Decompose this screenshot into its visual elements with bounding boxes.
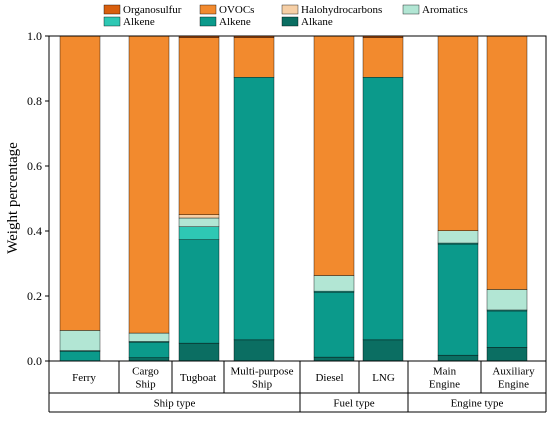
y-tick-label-5: 1.0 bbox=[27, 29, 42, 43]
legend-label-5: Alkene bbox=[219, 16, 251, 28]
legend-label-3: Aromatics bbox=[422, 4, 468, 16]
bar-segment-4-3 bbox=[313, 275, 355, 292]
bars-layer bbox=[59, 35, 528, 362]
bar-segment-6-0 bbox=[437, 354, 479, 362]
legend-label-6: Alkane bbox=[301, 16, 333, 28]
legend-swatch-3 bbox=[402, 4, 420, 15]
bar-segment-1-5 bbox=[128, 35, 170, 334]
bar-segment-2-4 bbox=[178, 214, 220, 219]
bar-segment-7-5 bbox=[486, 35, 528, 290]
bar-segment-2-5 bbox=[178, 37, 220, 215]
category-label-5: LNG bbox=[372, 372, 395, 384]
bar-segment-2-2 bbox=[178, 226, 220, 240]
bar-segment-2-0 bbox=[178, 342, 220, 362]
bar-segment-3-5 bbox=[233, 37, 275, 78]
plot-frame bbox=[48, 35, 547, 362]
category-label-2: Tugboat bbox=[180, 372, 216, 384]
category-label-3: Multi-purpose Ship bbox=[231, 366, 294, 391]
bar-segment-5-1 bbox=[362, 77, 404, 341]
bar-segment-7-3 bbox=[486, 289, 528, 311]
bar-segment-0-1 bbox=[59, 351, 101, 362]
y-tick-label-0: 0.0 bbox=[27, 354, 42, 368]
bar-segment-1-1 bbox=[128, 341, 170, 358]
bar-segment-6-3 bbox=[437, 230, 479, 244]
legend-swatch-1 bbox=[199, 4, 217, 15]
bar-segment-7-0 bbox=[486, 347, 528, 362]
legend: Organosulfur OVOCs Halohydrocarbons Aromati… bbox=[103, 4, 468, 28]
group-label-0: Ship type bbox=[154, 398, 196, 410]
bar-segment-4-5 bbox=[313, 35, 355, 276]
legend-swatch-5 bbox=[199, 16, 217, 27]
bar-segment-5-5 bbox=[362, 37, 404, 78]
legend-label-2: Halohydrocarbons bbox=[301, 4, 382, 16]
group-label-1: Fuel type bbox=[333, 398, 374, 410]
y-tick-label-1: 0.2 bbox=[27, 289, 42, 303]
y-tick-label-4: 0.8 bbox=[27, 94, 42, 108]
bar-segment-7-1 bbox=[486, 310, 528, 348]
bar-segment-2-3 bbox=[178, 217, 220, 227]
bar-segment-1-3 bbox=[128, 332, 170, 342]
bar-segment-4-1 bbox=[313, 291, 355, 358]
category-label-1: Cargo Ship bbox=[132, 366, 159, 391]
bar-segment-0-3 bbox=[59, 330, 101, 351]
legend-label-4: Alkene bbox=[123, 16, 155, 28]
bar-segment-3-0 bbox=[233, 339, 275, 362]
labels-layer: 0.0 0.2 0.4 0.6 0.8 1.0 Ferry Cargo Ship Tugboat M… bbox=[27, 29, 535, 410]
bar-segment-3-1 bbox=[233, 77, 275, 341]
legend-swatch-2 bbox=[281, 4, 299, 15]
legend-label-1: OVOCs bbox=[219, 4, 254, 16]
legend-swatch-0 bbox=[103, 4, 121, 15]
bar-segment-6-1 bbox=[437, 243, 479, 356]
axes-layer bbox=[45, 35, 547, 413]
group-label-2: Engine type bbox=[451, 398, 504, 410]
bar-segment-4-0 bbox=[313, 356, 355, 362]
category-label-0: Ferry bbox=[72, 372, 96, 384]
category-label-4: Diesel bbox=[315, 372, 343, 384]
category-label-7: Auxiliary Engine bbox=[492, 366, 535, 391]
legend-swatch-6 bbox=[281, 16, 299, 27]
bar-segment-0-5 bbox=[59, 35, 101, 331]
bar-segment-5-0 bbox=[362, 339, 404, 362]
y-tick-label-3: 0.6 bbox=[27, 159, 42, 173]
category-label-6: Main Engine bbox=[429, 366, 460, 391]
y-axis-title: Weight percentage bbox=[5, 142, 21, 254]
bar-segment-6-5 bbox=[437, 35, 479, 231]
legend-swatch-4 bbox=[103, 16, 121, 27]
bar-segment-2-1 bbox=[178, 239, 220, 344]
legend-label-0: Organosulfur bbox=[123, 4, 182, 16]
y-tick-label-2: 0.4 bbox=[27, 224, 42, 238]
